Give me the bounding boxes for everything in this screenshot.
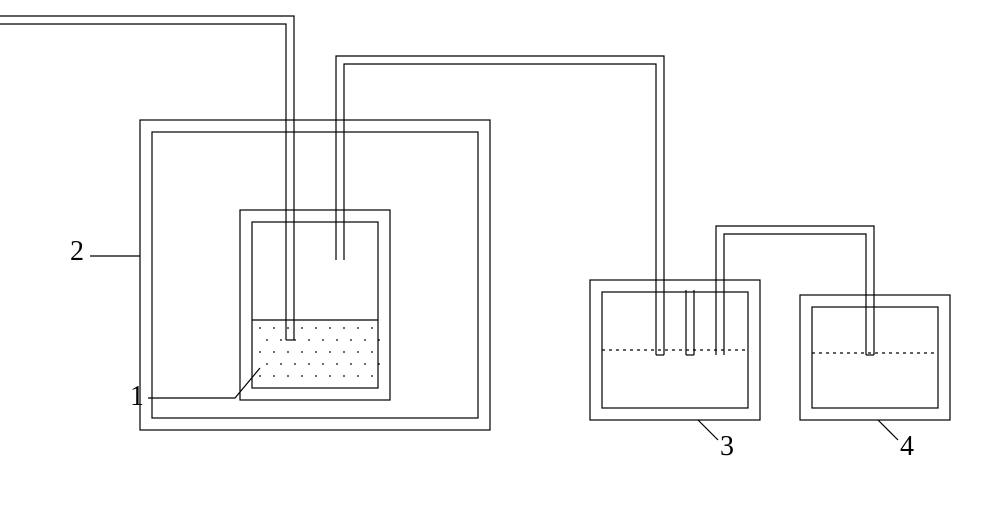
pipe-v3_to_v4-side-b — [716, 226, 874, 355]
vessel-4-inner — [812, 307, 938, 408]
leader-l4 — [878, 420, 898, 440]
label-l3: 3 — [720, 431, 734, 462]
pipe-inlet_left-side-a — [0, 24, 286, 340]
pipe-v1_to_v3-side-a — [344, 64, 656, 355]
label-l4: 4 — [900, 431, 914, 462]
leader-l1 — [148, 368, 260, 398]
pipe-inlet_left-side-b — [0, 16, 294, 340]
label-l1: 1 — [130, 381, 144, 412]
vessel-1-dots — [259, 327, 380, 377]
vessel-1-outer — [240, 210, 390, 400]
box-2-inner — [152, 132, 478, 418]
vessel-4-outer — [800, 295, 950, 420]
box-2-outer — [140, 120, 490, 430]
pipe-v1_to_v3-side-b — [336, 56, 664, 355]
label-l2: 2 — [70, 236, 84, 267]
vessel-1-inner — [252, 222, 378, 388]
leader-l3 — [698, 420, 718, 440]
